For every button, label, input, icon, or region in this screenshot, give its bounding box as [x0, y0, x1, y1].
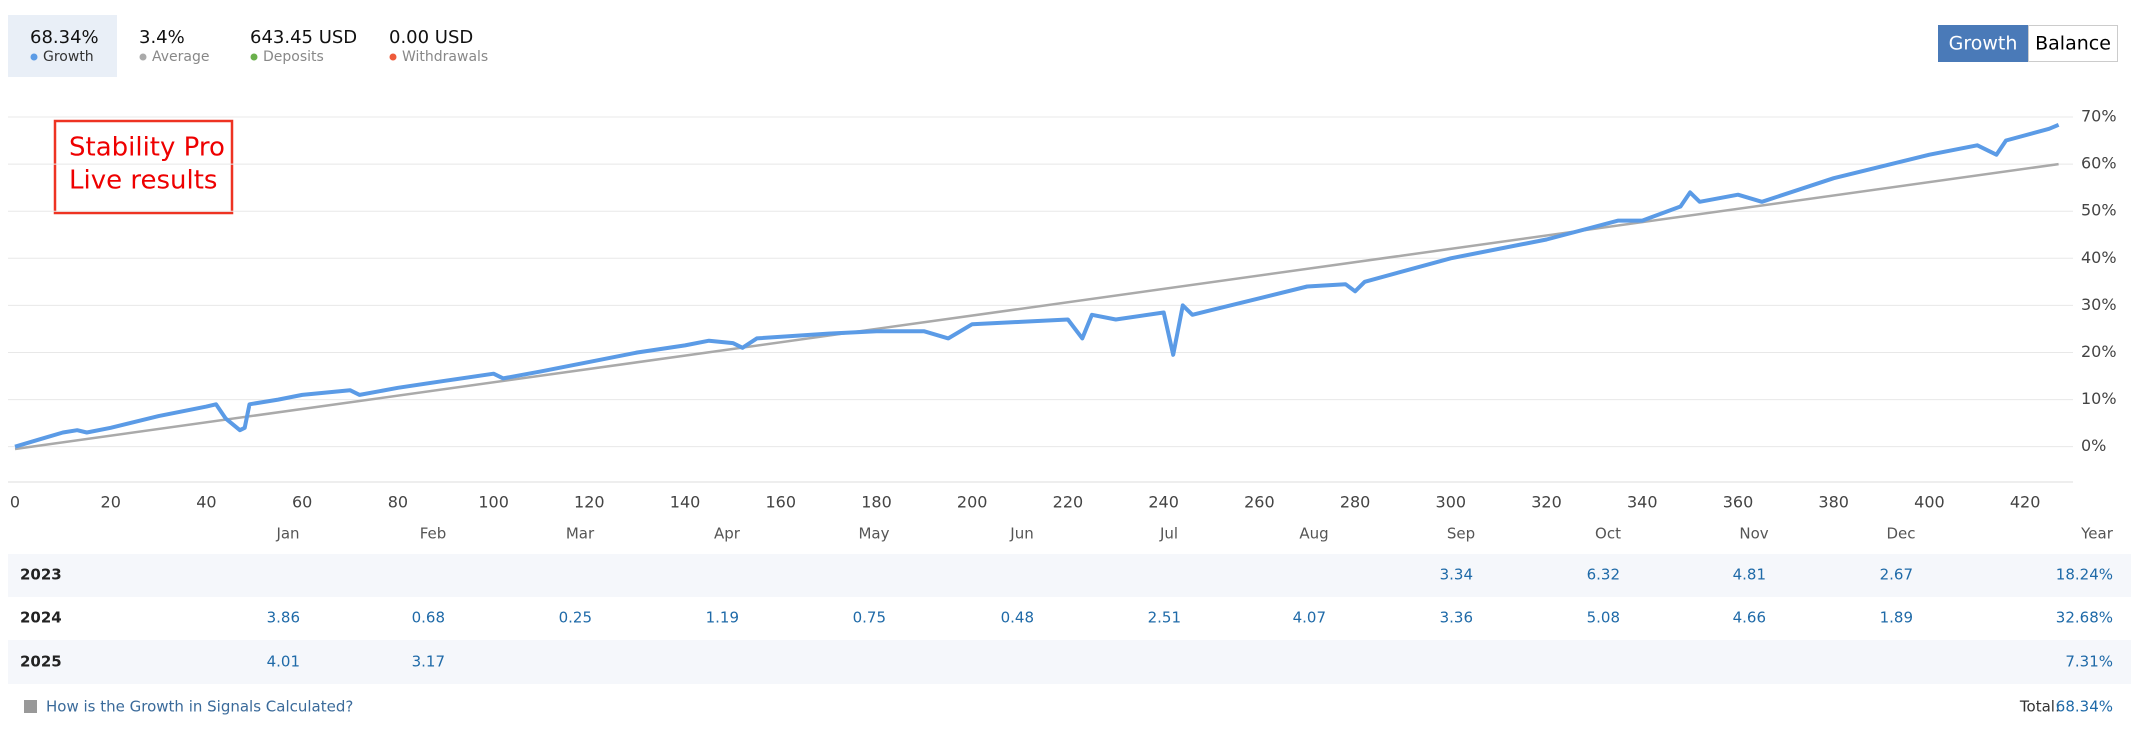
month-value: 3.36 — [1440, 609, 1473, 627]
row-bg — [8, 554, 2131, 597]
series-line — [14, 162, 2059, 451]
row-year: 2025 — [20, 653, 62, 671]
stat-label: Average — [152, 49, 210, 65]
x-tick-label: 0 — [10, 493, 20, 512]
month-value: 4.81 — [1733, 566, 1766, 584]
x-tick-label: 60 — [292, 493, 312, 512]
y-tick-label: 10% — [2081, 389, 2117, 408]
x-tick-label: 260 — [1244, 493, 1275, 512]
stat-label: Deposits — [263, 49, 324, 65]
month-value: 0.25 — [559, 609, 592, 627]
stat-dot — [250, 53, 258, 61]
stat-value: 68.34% — [30, 27, 99, 48]
month-value: 3.86 — [267, 609, 300, 627]
x-tick-label: 200 — [957, 493, 988, 512]
x-tick-label: 40 — [196, 493, 216, 512]
stat-value: 0.00 USD — [389, 27, 473, 48]
stat-value: 643.45 USD — [250, 27, 357, 48]
y-tick-label: 70% — [2081, 107, 2117, 126]
x-tick-label: 180 — [861, 493, 892, 512]
stat-dot — [30, 53, 38, 61]
toggle-growth[interactable]: Growth — [1949, 33, 2018, 55]
x-tick-label: 320 — [1531, 493, 1562, 512]
total-label: Total: — [2019, 698, 2060, 716]
x-tick-label: 360 — [1723, 493, 1754, 512]
column-header: May — [858, 525, 889, 543]
x-tick-label: 400 — [1914, 493, 1945, 512]
month-value: 5.08 — [1587, 609, 1620, 627]
x-tick-label: 280 — [1340, 493, 1371, 512]
column-header: Mar — [566, 525, 595, 543]
x-tick-label: 100 — [478, 493, 509, 512]
month-value: 3.34 — [1440, 566, 1473, 584]
x-tick-label: 80 — [388, 493, 408, 512]
row-bg — [8, 640, 2131, 684]
stat-label: Withdrawals — [402, 49, 488, 65]
active-stat-bg — [8, 15, 117, 77]
y-tick-label: 20% — [2081, 342, 2117, 361]
year-total: 18.24% — [2056, 566, 2113, 584]
x-tick-label: 300 — [1436, 493, 1467, 512]
y-tick-label: 0% — [2081, 436, 2106, 455]
month-value: 0.48 — [1001, 609, 1034, 627]
x-tick-label: 140 — [670, 493, 701, 512]
column-header: Sep — [1447, 525, 1475, 543]
column-header: Jun — [1009, 525, 1033, 543]
annotation-line: Live results — [69, 166, 217, 196]
column-header: Nov — [1739, 525, 1768, 543]
toggle-balance[interactable]: Balance — [2035, 33, 2111, 55]
month-value: 4.66 — [1733, 609, 1766, 627]
series-line — [14, 122, 2060, 449]
toggle-balance-bg[interactable] — [2028, 25, 2118, 62]
column-header: Aug — [1299, 525, 1328, 543]
year-total: 7.31% — [2065, 653, 2113, 671]
column-header: Oct — [1595, 525, 1621, 543]
x-tick-label: 240 — [1148, 493, 1179, 512]
x-tick-label: 420 — [2010, 493, 2041, 512]
month-value: 0.68 — [412, 609, 445, 627]
row-year: 2023 — [20, 566, 62, 584]
year-total: 32.68% — [2056, 609, 2113, 627]
column-header: Year — [2080, 525, 2114, 543]
x-tick-label: 160 — [765, 493, 796, 512]
y-tick-label: 50% — [2081, 201, 2117, 220]
x-tick-label: 340 — [1627, 493, 1658, 512]
column-header: Dec — [1886, 525, 1915, 543]
annotation-line: Stability Pro — [69, 133, 225, 163]
month-value: 0.75 — [853, 609, 886, 627]
toggle-growth-bg[interactable] — [1938, 25, 2028, 62]
x-tick-label: 220 — [1053, 493, 1084, 512]
total-value: 68.34% — [2056, 698, 2113, 716]
info-icon — [24, 700, 37, 713]
y-tick-label: 60% — [2081, 154, 2117, 173]
month-value: 1.89 — [1880, 609, 1913, 627]
column-header: Feb — [420, 525, 447, 543]
month-value: 2.67 — [1880, 566, 1913, 584]
x-tick-label: 380 — [1818, 493, 1849, 512]
annotation-box — [53, 119, 234, 215]
stat-dot — [139, 53, 147, 61]
x-tick-label: 20 — [101, 493, 121, 512]
y-tick-label: 30% — [2081, 295, 2117, 314]
stat-label: Growth — [43, 49, 94, 65]
column-header: Jul — [1159, 525, 1178, 543]
month-value: 2.51 — [1148, 609, 1181, 627]
column-header: Apr — [714, 525, 741, 543]
month-value: 6.32 — [1587, 566, 1620, 584]
row-year: 2024 — [20, 609, 62, 627]
month-value: 1.19 — [706, 609, 739, 627]
month-value: 4.01 — [267, 653, 300, 671]
month-value: 4.07 — [1293, 609, 1326, 627]
stat-value: 3.4% — [139, 27, 185, 48]
column-header: Jan — [275, 525, 299, 543]
y-tick-label: 40% — [2081, 248, 2117, 267]
month-value: 3.17 — [412, 653, 445, 671]
stat-dot — [389, 53, 397, 61]
help-link[interactable]: How is the Growth in Signals Calculated? — [46, 698, 353, 716]
x-tick-label: 120 — [574, 493, 605, 512]
